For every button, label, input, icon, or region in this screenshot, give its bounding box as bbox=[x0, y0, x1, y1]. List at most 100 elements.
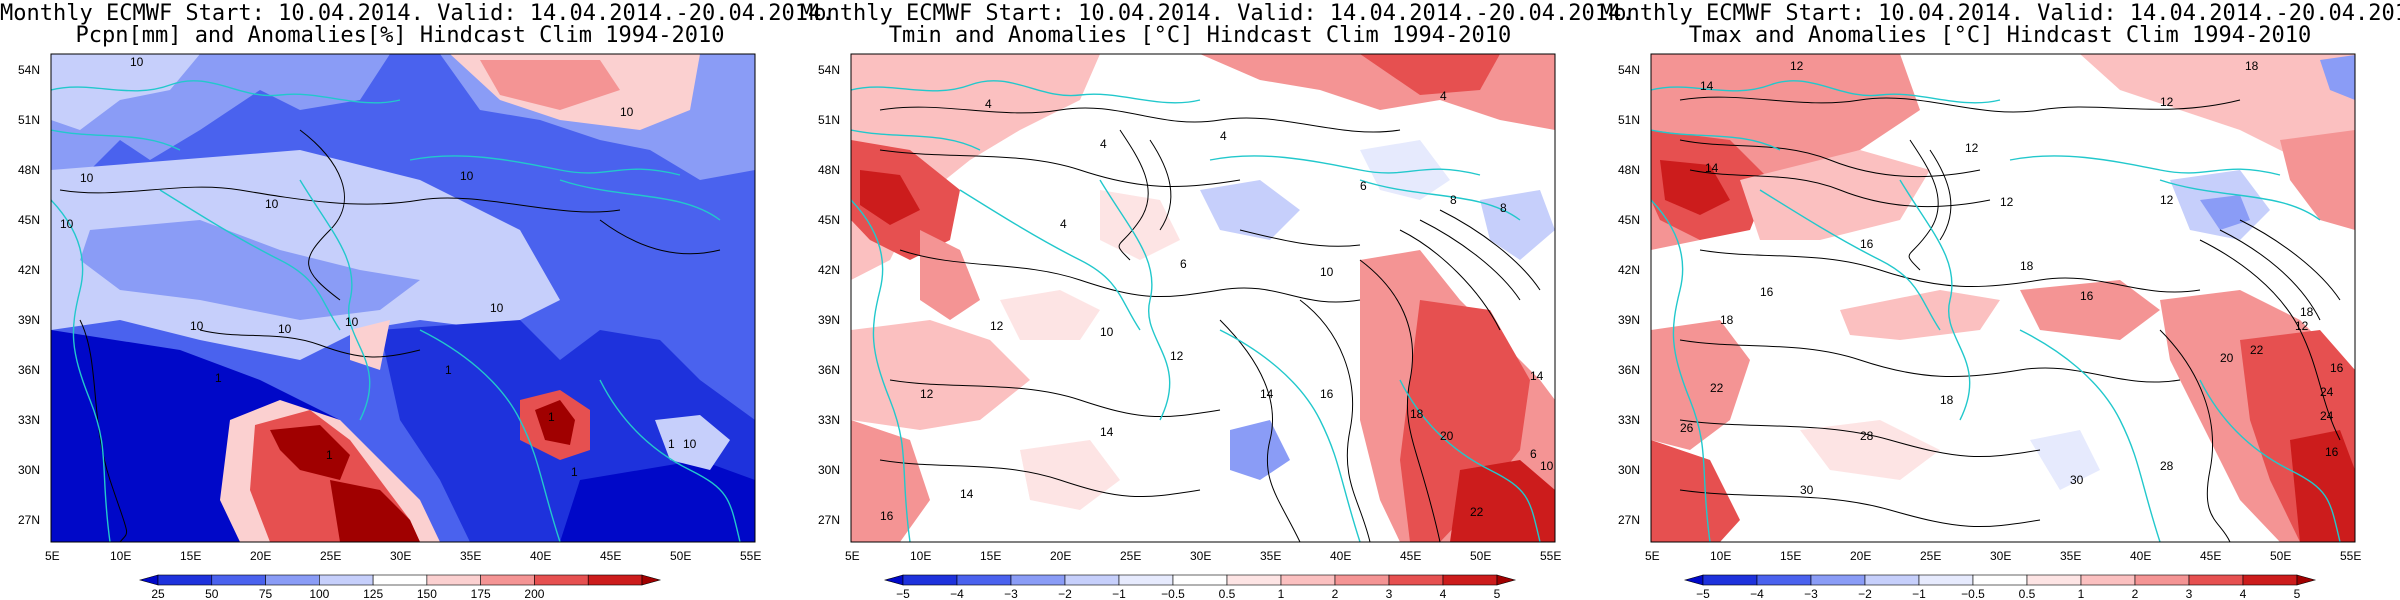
lon-label: 40E bbox=[1330, 549, 1351, 563]
contour-label: 16 bbox=[880, 509, 894, 523]
lat-label: 51N bbox=[818, 113, 840, 127]
contour-label: 4 bbox=[1100, 137, 1107, 151]
colorbar-tick-label: −2 bbox=[1058, 587, 1072, 600]
contour-label: 4 bbox=[1060, 217, 1067, 231]
colorbar-swatch bbox=[1756, 574, 1812, 586]
colorbar-swatch bbox=[2026, 574, 2082, 586]
colorbar-swatch bbox=[534, 574, 589, 586]
contour-label: 8 bbox=[1450, 193, 1457, 207]
tmax-title-line2: Tmax and Anomalies [°C] Hindcast Clim 19… bbox=[1688, 23, 2312, 48]
colorbar-swatch bbox=[480, 574, 535, 586]
tmin-title-line2: Tmin and Anomalies [°C] Hindcast Clim 19… bbox=[888, 23, 1512, 48]
contour-label: 10 bbox=[683, 437, 697, 451]
lon-label: 30E bbox=[1190, 549, 1211, 563]
lon-label: 10E bbox=[910, 549, 931, 563]
colorbar-swatch bbox=[1496, 574, 1517, 586]
lat-label: 30N bbox=[1618, 463, 1640, 477]
colorbar-swatch bbox=[1918, 574, 1974, 586]
tmax-colorbar: −5 −4 −3 −2 −1 −0.5 0.5 1 2 3 4 5 bbox=[1683, 574, 2317, 600]
colorbar-swatch bbox=[426, 574, 481, 586]
lat-label: 48N bbox=[818, 163, 840, 177]
lat-label: 54N bbox=[1618, 63, 1640, 77]
colorbar-tick-label: −0.5 bbox=[1161, 587, 1185, 600]
colorbar-tick-label: 4 bbox=[2240, 587, 2247, 600]
contour-label: 16 bbox=[1860, 237, 1874, 251]
lat-label: 39N bbox=[1618, 313, 1640, 327]
contour-label: 16 bbox=[2325, 445, 2339, 459]
colorbar-swatch bbox=[587, 574, 643, 586]
contour-label: 10 bbox=[60, 217, 74, 231]
contour-label: 18 bbox=[1940, 393, 1954, 407]
lon-label: 50E bbox=[1470, 549, 1491, 563]
lon-label: 15E bbox=[1780, 549, 1801, 563]
lon-label: 45E bbox=[2200, 549, 2221, 563]
lat-label: 33N bbox=[18, 413, 40, 427]
colorbar-tick-label: 5 bbox=[1494, 587, 1501, 600]
colorbar-swatch bbox=[1810, 574, 1866, 586]
contour-label: 12 bbox=[2000, 195, 2014, 209]
colorbar-swatch bbox=[1280, 574, 1336, 586]
colorbar-swatch bbox=[1972, 574, 2028, 586]
lon-label: 20E bbox=[1850, 549, 1871, 563]
lon-label: 5E bbox=[845, 549, 860, 563]
precip-lon-axis: 5E 10E 15E 20E 25E 30E 35E 40E 45E 50E 5… bbox=[45, 549, 761, 563]
lon-label: 20E bbox=[250, 549, 271, 563]
colorbar-swatch bbox=[1064, 574, 1120, 586]
lon-label: 10E bbox=[1710, 549, 1731, 563]
colorbar-swatch bbox=[372, 574, 428, 586]
contour-label: 12 bbox=[2160, 95, 2174, 109]
contour-label: 12 bbox=[920, 387, 934, 401]
contour-label: 10 bbox=[130, 55, 144, 69]
lat-label: 45N bbox=[1618, 213, 1640, 227]
contour-label: 18 bbox=[2245, 59, 2259, 73]
contour-label: 14 bbox=[1530, 369, 1544, 383]
lon-label: 40E bbox=[530, 549, 551, 563]
colorbar-swatch bbox=[956, 574, 1012, 586]
contour-label: 14 bbox=[1700, 79, 1714, 93]
precip-title-line1: Monthly ECMWF Start: 10.04.2014. Valid: … bbox=[0, 1, 835, 26]
colorbar-tick-label: −5 bbox=[896, 587, 910, 600]
lat-label: 54N bbox=[818, 63, 840, 77]
colorbar-tick-label: −4 bbox=[1750, 587, 1764, 600]
contour-label: 1 bbox=[668, 437, 675, 451]
colorbar-swatch bbox=[1864, 574, 1920, 586]
tmin-contour-labels: 4 4 4 4 4 6 8 6 8 10 12 10 12 14 14 12 1… bbox=[880, 89, 1554, 523]
precip-contour-labels: 10 10 10 10 10 10 10 10 10 10 1 1 1 1 1 … bbox=[60, 55, 697, 479]
contour-label: 12 bbox=[1965, 141, 1979, 155]
contour-label: 14 bbox=[960, 487, 974, 501]
colorbar-tick-label: 75 bbox=[259, 587, 273, 600]
colorbar-tick-label: −0.5 bbox=[1961, 587, 1985, 600]
colorbar-tick-label: 3 bbox=[1386, 587, 1393, 600]
contour-label: 10 bbox=[265, 197, 279, 211]
colorbar-swatch bbox=[2242, 574, 2298, 586]
contour-label: 10 bbox=[620, 105, 634, 119]
tmin-lat-axis: 54N 51N 48N 45N 42N 39N 36N 33N 30N 27N bbox=[818, 63, 840, 527]
lon-label: 25E bbox=[1920, 549, 1941, 563]
precip-coastlines bbox=[51, 80, 741, 542]
contour-label: 28 bbox=[1860, 429, 1874, 443]
lat-label: 27N bbox=[818, 513, 840, 527]
colorbar-tick-label: 1 bbox=[2078, 587, 2085, 600]
colorbar-tick-label: 100 bbox=[309, 587, 329, 600]
tmax-field bbox=[1651, 54, 2355, 542]
lat-label: 33N bbox=[1618, 413, 1640, 427]
lon-label: 5E bbox=[45, 549, 60, 563]
colorbar-tick-label: −3 bbox=[1004, 587, 1018, 600]
colorbar-swatch bbox=[1118, 574, 1174, 586]
lon-label: 55E bbox=[1540, 549, 1561, 563]
lon-label: 35E bbox=[460, 549, 481, 563]
contour-label: 16 bbox=[1760, 285, 1774, 299]
colorbar-swatch bbox=[157, 574, 213, 586]
lat-label: 39N bbox=[818, 313, 840, 327]
contour-label: 30 bbox=[1800, 483, 1814, 497]
colorbar-tick-label: 0.5 bbox=[2019, 587, 2036, 600]
lat-label: 51N bbox=[18, 113, 40, 127]
colorbar-swatch bbox=[2134, 574, 2190, 586]
contour-label: 14 bbox=[1260, 387, 1274, 401]
lat-label: 30N bbox=[18, 463, 40, 477]
lon-label: 30E bbox=[390, 549, 411, 563]
contour-label: 12 bbox=[1790, 59, 1804, 73]
lon-label: 45E bbox=[1400, 549, 1421, 563]
colorbar-swatch bbox=[1226, 574, 1282, 586]
colorbar-tick-label: −5 bbox=[1696, 587, 1710, 600]
